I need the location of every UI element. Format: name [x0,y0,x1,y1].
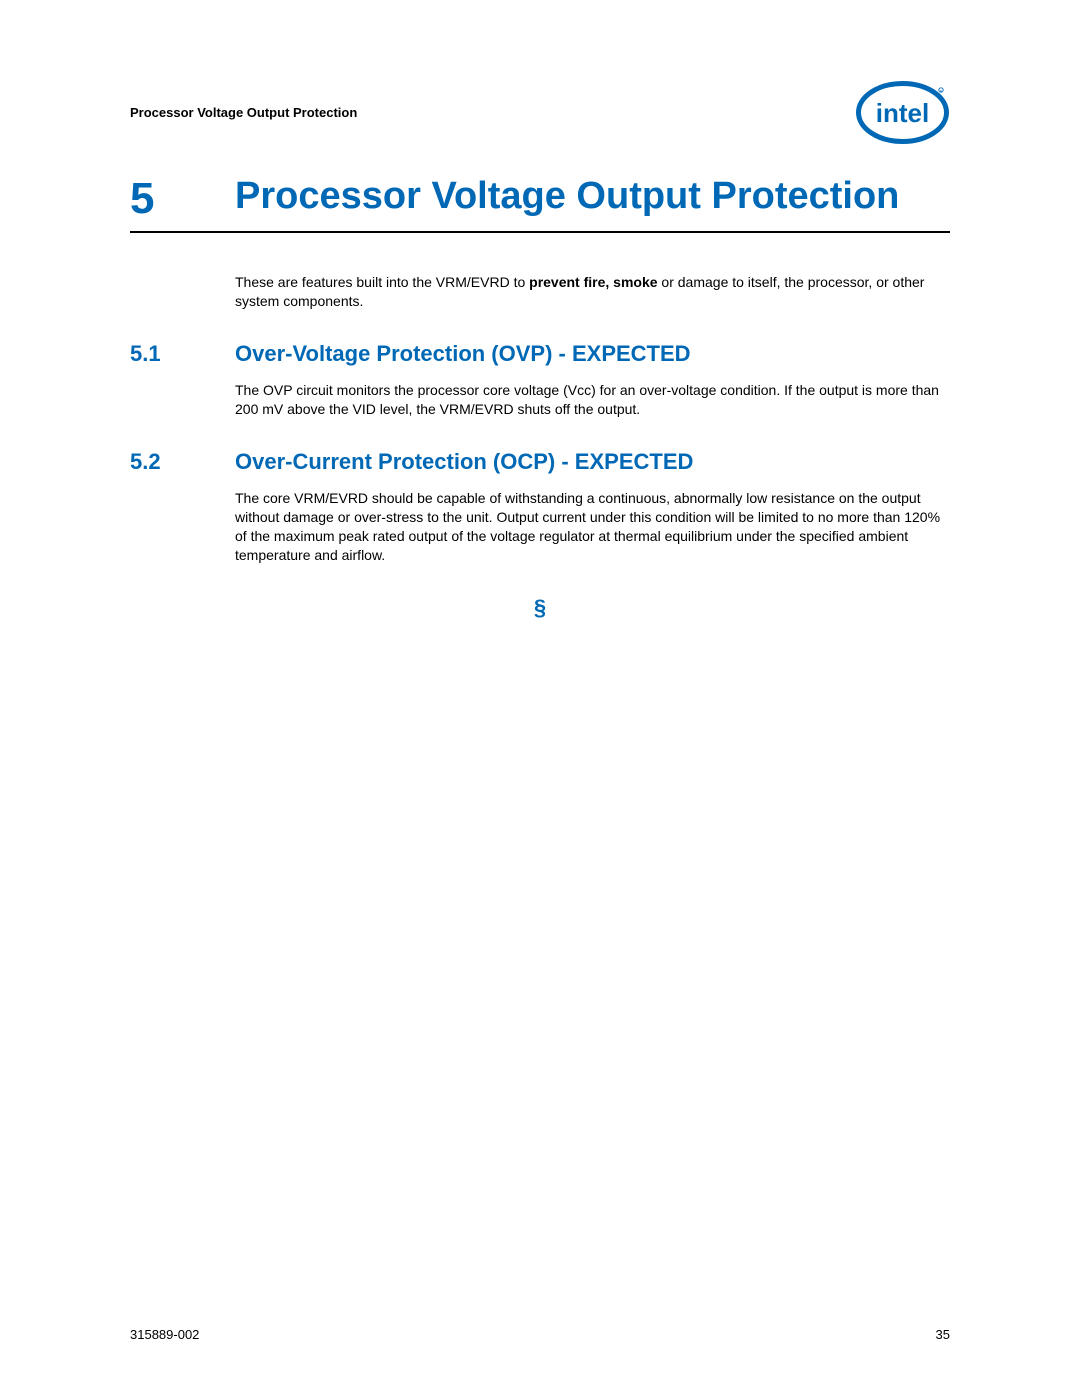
svg-text:intel: intel [876,98,929,128]
intro-text-before: These are features built into the VRM/EV… [235,274,529,290]
section-title: Over-Current Protection (OCP) - EXPECTED [235,449,693,475]
intel-logo-icon: intel R [855,80,950,145]
section-end-symbol: § [130,595,950,621]
footer-page-number: 35 [936,1327,950,1342]
page-footer: 315889-002 35 [130,1327,950,1342]
footer-doc-number: 315889-002 [130,1327,199,1342]
chapter-title: Processor Voltage Output Protection [235,175,899,219]
intro-bold-text: prevent fire, smoke [529,274,657,290]
running-header-title: Processor Voltage Output Protection [130,105,357,120]
section-number: 5.1 [130,341,235,367]
section-heading-5-2: 5.2 Over-Current Protection (OCP) - EXPE… [130,449,950,475]
intro-paragraph: These are features built into the VRM/EV… [235,273,950,311]
section-body-5-1: The OVP circuit monitors the processor c… [235,381,950,419]
section-title: Over-Voltage Protection (OVP) - EXPECTED [235,341,691,367]
section-number: 5.2 [130,449,235,475]
chapter-number: 5 [130,175,235,223]
page-header: Processor Voltage Output Protection inte… [130,80,950,145]
section-heading-5-1: 5.1 Over-Voltage Protection (OVP) - EXPE… [130,341,950,367]
chapter-heading: 5 Processor Voltage Output Protection [130,175,950,233]
section-body-5-2: The core VRM/EVRD should be capable of w… [235,489,950,565]
